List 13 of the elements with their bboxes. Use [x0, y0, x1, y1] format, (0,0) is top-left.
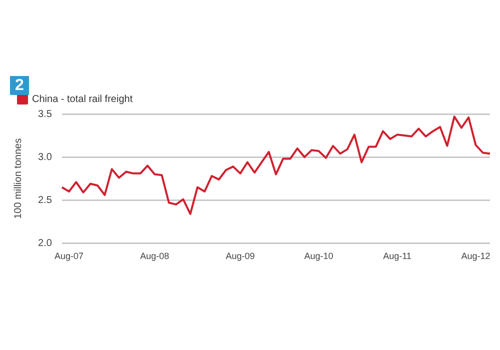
x-tick-label: Aug-11 — [383, 251, 412, 262]
x-tick-label: Aug-10 — [304, 251, 334, 262]
x-tick-label: Aug-08 — [140, 251, 170, 262]
y-tick-label: 3.5 — [38, 108, 52, 120]
x-tick-label: Aug-12 — [461, 251, 490, 262]
text: 2 — [10, 76, 29, 95]
legend-label: China - total rail freight — [32, 94, 133, 105]
y-tick-label: 2.0 — [38, 238, 52, 249]
y-axis-title: 100 million tonnes — [12, 138, 24, 219]
y-tick-label: 2.5 — [38, 194, 52, 206]
x-tick-label: Aug-09 — [226, 251, 255, 262]
x-tick-label: Aug-07 — [54, 251, 84, 262]
y-tick-label: 3.0 — [38, 152, 52, 163]
